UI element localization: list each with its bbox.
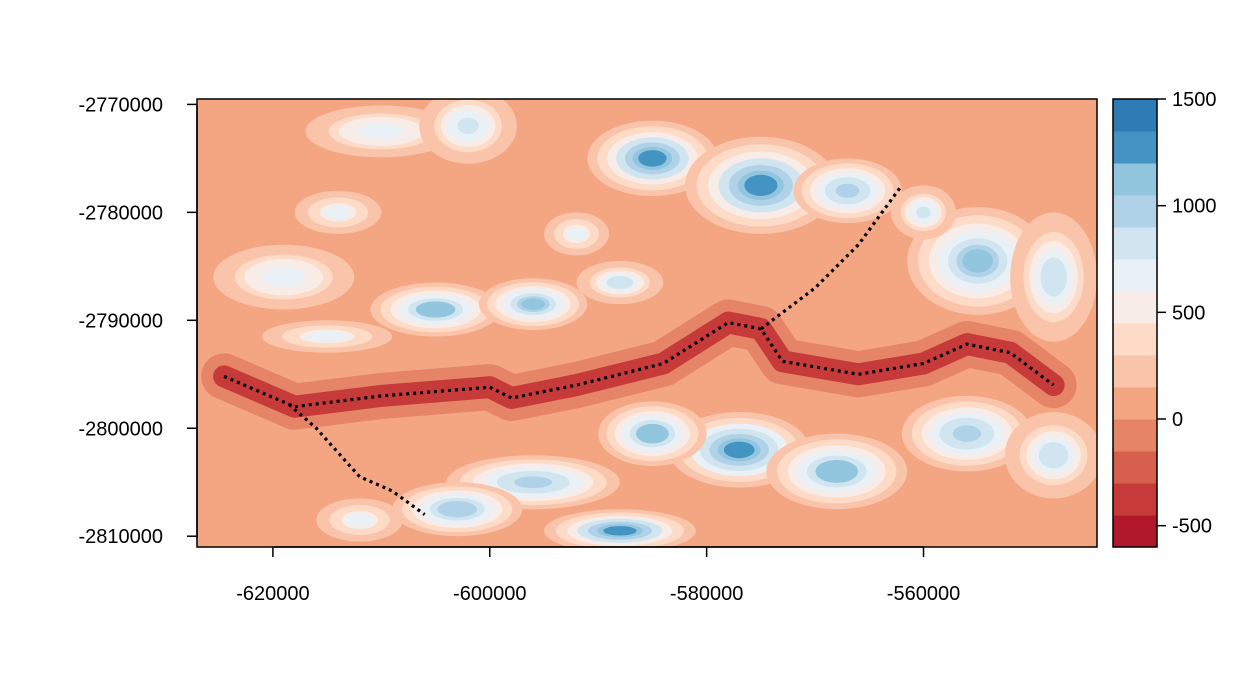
colorbar-bin <box>1113 323 1157 356</box>
colorbar-bin <box>1113 387 1157 420</box>
colorbar-bin <box>1113 99 1157 132</box>
colorbar-bin <box>1113 291 1157 324</box>
y-tick-label: -2790000 <box>78 310 163 332</box>
colorbar-bin <box>1113 163 1157 196</box>
y-axis: -2770000 -2780000 -2790000 -2800000 -2810000 <box>78 94 198 548</box>
terrain-contour <box>638 150 667 167</box>
y-tick-label: -2770000 <box>78 94 163 116</box>
terrain-contour <box>457 117 479 135</box>
terrain-layer <box>201 99 1097 547</box>
channel-branch-southwest <box>288 403 426 516</box>
terrain-contour <box>350 515 370 525</box>
terrain-contour <box>952 425 982 442</box>
channel-lines <box>223 184 1055 516</box>
colorbar-tick-label: 500 <box>1172 302 1205 324</box>
terrain-contour <box>835 183 860 198</box>
terrain-contour <box>312 332 342 341</box>
terrain-contour <box>1044 263 1064 292</box>
x-tick-label: -600000 <box>453 583 526 605</box>
terrain-contour <box>421 303 450 316</box>
terrain-contour <box>916 206 931 219</box>
colorbar-bin <box>1113 515 1157 548</box>
colorbar-bin <box>1113 355 1157 388</box>
colorbar-legend: 1500 1000 500 0 -500 <box>1112 89 1217 548</box>
colorbar-tick-label: 0 <box>1172 409 1183 431</box>
colorbar-bin <box>1113 419 1157 452</box>
colorbar-bin <box>1113 131 1157 164</box>
x-axis: -620000 -600000 -580000 -560000 <box>236 546 960 605</box>
terrain-contour <box>640 426 665 441</box>
plot-area <box>196 98 1098 548</box>
x-tick-label: -620000 <box>236 583 309 605</box>
x-tick-label: -560000 <box>887 583 960 605</box>
x-tick-label: -580000 <box>670 583 743 605</box>
terrain-contour <box>521 298 545 310</box>
colorbar-tick-label: 1000 <box>1172 196 1217 218</box>
y-tick-label: -2780000 <box>78 202 163 224</box>
colorbar-bin <box>1113 195 1157 228</box>
terrain-contour <box>610 277 630 288</box>
terrain-contour <box>443 503 472 516</box>
terrain-contour <box>744 174 778 196</box>
colorbar-border <box>1112 98 1158 548</box>
colorbar-bin <box>1113 483 1157 516</box>
terrain-contour <box>962 249 994 273</box>
colorbar-bin <box>1113 259 1157 292</box>
terrain-contour <box>821 463 853 480</box>
terrain-contour <box>328 207 348 218</box>
terrain-contour <box>723 441 755 459</box>
terrain-contour <box>364 125 398 138</box>
y-tick-label: -2800000 <box>78 418 163 440</box>
terrain-contour <box>268 270 300 285</box>
colorbar-tick-label: 1500 <box>1172 89 1217 111</box>
terrain-contour <box>569 229 584 239</box>
channel-branch-northeast <box>759 184 904 331</box>
colorbar-bin <box>1113 227 1157 260</box>
valley-core-band <box>213 311 1065 418</box>
y-tick-label: -2810000 <box>78 526 163 548</box>
terrain-contour <box>603 526 637 536</box>
terrain-contour <box>514 476 553 489</box>
colorbar-tick-label: -500 <box>1172 516 1212 538</box>
terrain-contour <box>1042 445 1065 465</box>
colorbar-bin <box>1113 451 1157 484</box>
